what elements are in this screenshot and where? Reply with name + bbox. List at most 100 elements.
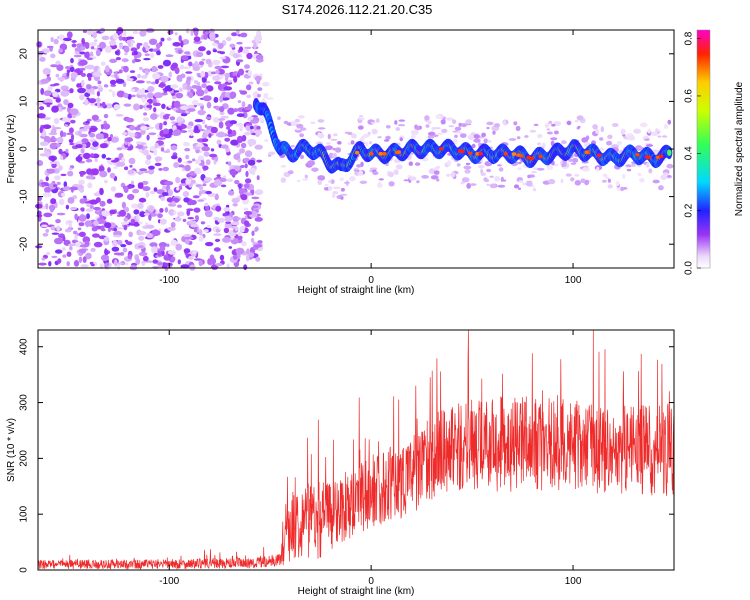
- noise-cell: [36, 214, 43, 218]
- noise-cell: [37, 196, 42, 201]
- noise-cell: [248, 252, 255, 258]
- noise-cell: [128, 231, 133, 238]
- noise-cell: [253, 244, 263, 248]
- noise-cell: [121, 201, 126, 209]
- spectrogram-x-label: Height of straight line (km): [298, 285, 415, 296]
- noise-cell: [37, 216, 42, 222]
- halo-cell: [299, 133, 304, 138]
- noise-cell: [148, 213, 152, 221]
- noise-cell: [133, 126, 142, 131]
- y-tick-label: -20: [19, 237, 30, 252]
- noise-cell: [219, 51, 226, 55]
- noise-cell: [79, 51, 86, 55]
- noise-cell: [162, 114, 170, 120]
- halo-cell: [333, 133, 338, 137]
- halo-cell: [395, 164, 403, 170]
- halo-cell: [606, 140, 613, 146]
- noise-cell: [74, 51, 80, 55]
- noise-cell: [68, 127, 74, 134]
- noise-cell: [43, 212, 53, 218]
- noise-cell: [251, 196, 260, 200]
- noise-cell: [78, 59, 88, 66]
- halo-cell: [340, 196, 344, 200]
- noise-cell: [123, 92, 129, 99]
- noise-cell: [165, 54, 174, 58]
- noise-cell: [146, 154, 152, 161]
- noise-cell: [167, 189, 173, 197]
- noise-cell: [52, 184, 58, 188]
- noise-cell: [178, 35, 182, 42]
- noise-cell: [218, 121, 224, 129]
- halo-cell: [546, 128, 550, 131]
- noise-cell: [244, 227, 249, 233]
- peak-cell: [468, 151, 473, 156]
- noise-cell: [223, 86, 233, 91]
- halo-cell: [456, 163, 461, 167]
- y-tick-label: -10: [19, 189, 30, 204]
- noise-cell: [138, 197, 147, 203]
- peak-cell: [646, 155, 652, 160]
- noise-cell: [133, 50, 138, 56]
- noise-cell: [43, 136, 51, 143]
- halo-cell: [331, 194, 336, 198]
- noise-cell: [42, 233, 49, 237]
- halo-cell: [317, 119, 325, 123]
- noise-cell: [65, 204, 70, 210]
- noise-cell: [197, 109, 206, 116]
- noise-cell: [110, 160, 118, 163]
- noise-cell: [236, 41, 243, 45]
- noise-cell: [92, 31, 97, 39]
- noise-cell: [174, 67, 180, 74]
- halo-cell: [416, 126, 420, 131]
- noise-cell: [134, 243, 142, 250]
- noise-cell: [138, 251, 148, 257]
- halo-cell: [358, 117, 366, 120]
- noise-cell: [205, 159, 211, 166]
- noise-cell: [149, 145, 157, 152]
- halo-cell: [622, 174, 626, 179]
- noise-cell: [103, 236, 110, 242]
- noise-cell: [37, 51, 45, 54]
- noise-cell: [164, 262, 173, 267]
- halo-cell: [448, 125, 455, 128]
- noise-cell: [193, 207, 201, 213]
- halo-cell: [516, 136, 521, 140]
- halo-cell: [436, 178, 440, 182]
- halo-cell: [395, 127, 401, 131]
- noise-cell: [157, 65, 164, 69]
- noise-cell: [115, 227, 125, 230]
- noise-cell: [150, 113, 158, 120]
- noise-cell: [78, 231, 86, 237]
- halo-cell: [568, 158, 573, 162]
- noise-cell: [182, 191, 190, 197]
- noise-cell: [169, 116, 176, 121]
- noise-cell: [185, 85, 192, 91]
- noise-cell: [180, 113, 188, 117]
- noise-cell: [77, 87, 86, 94]
- noise-cell: [194, 30, 199, 37]
- noise-cell: [219, 56, 227, 60]
- noise-cell: [256, 30, 262, 37]
- noise-cell: [160, 196, 166, 201]
- noise-cell: [230, 236, 234, 240]
- noise-cell: [197, 155, 204, 161]
- noise-cell: [61, 247, 66, 251]
- noise-cell: [240, 142, 247, 149]
- halo-cell: [427, 120, 432, 125]
- noise-cell: [163, 150, 171, 153]
- halo-cell: [255, 129, 263, 136]
- noise-cell: [69, 186, 79, 191]
- noise-cell: [41, 257, 46, 261]
- noise-cell: [212, 59, 221, 66]
- noise-cell: [88, 98, 96, 104]
- noise-cell: [42, 116, 51, 120]
- halo-cell: [371, 128, 378, 135]
- noise-cell: [242, 111, 248, 119]
- noise-cell: [184, 51, 191, 55]
- noise-cell: [177, 259, 181, 265]
- halo-cell: [666, 163, 674, 169]
- noise-cell: [91, 226, 98, 232]
- noise-cell: [67, 197, 75, 204]
- halo-cell: [332, 186, 341, 190]
- noise-cell: [50, 53, 56, 59]
